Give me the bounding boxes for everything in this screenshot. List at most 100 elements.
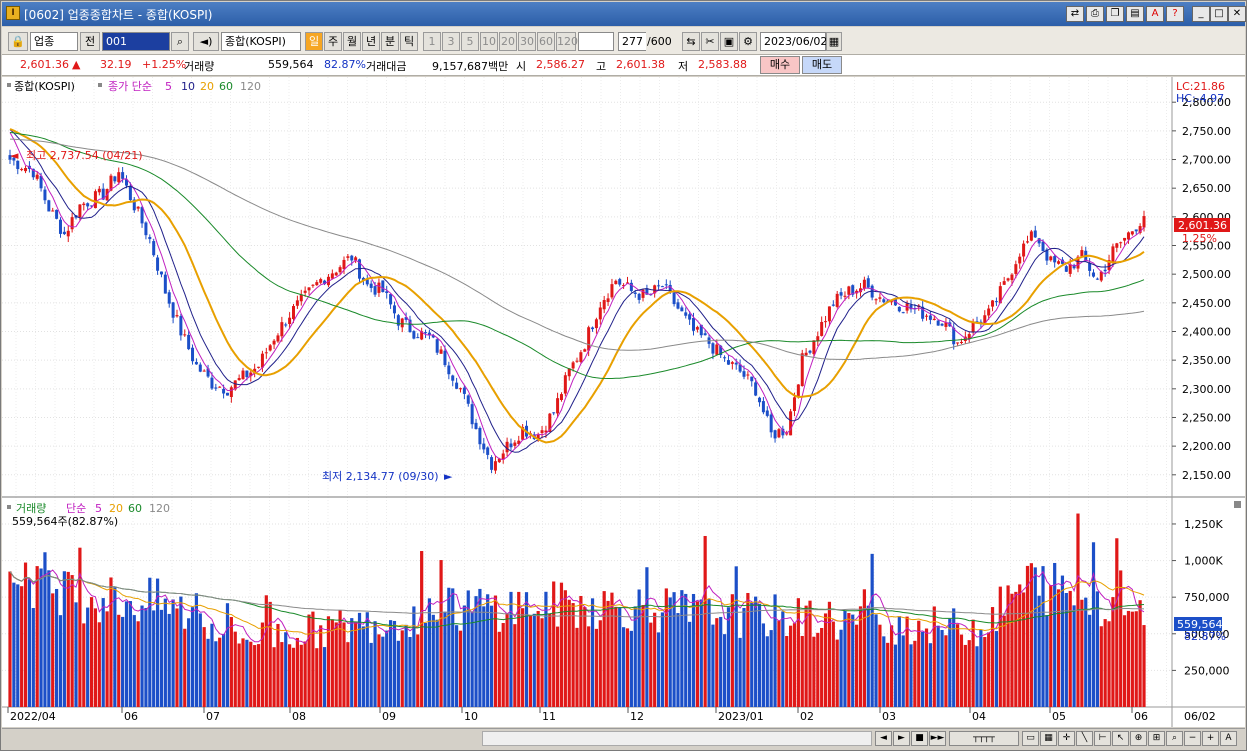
- buy-button[interactable]: 매수: [760, 56, 800, 74]
- prev-data-icon[interactable]: ⇆: [682, 32, 700, 51]
- scope-button[interactable]: 전: [80, 32, 100, 51]
- candle-body: [536, 435, 540, 440]
- speaker-icon[interactable]: ◄): [193, 32, 219, 51]
- code-input[interactable]: 001: [102, 32, 170, 51]
- interval-1[interactable]: 1: [423, 32, 441, 51]
- volume-bar: [1103, 619, 1107, 707]
- cursor-icon[interactable]: ↖: [1112, 731, 1129, 746]
- volume-bar: [800, 635, 804, 707]
- zoom-in-icon[interactable]: ⊕: [1130, 731, 1147, 746]
- volume-bar: [928, 643, 933, 707]
- play-back-icon[interactable]: ◄: [875, 731, 892, 746]
- period-year[interactable]: 년: [362, 32, 380, 51]
- count-input[interactable]: 277: [618, 32, 646, 51]
- volume-bar: [466, 590, 470, 707]
- zoom-out-icon[interactable]: −: [1184, 731, 1201, 746]
- search-icon[interactable]: ⌕: [171, 32, 189, 51]
- high-value: 2,601.38: [616, 58, 665, 71]
- speed-slider[interactable]: ┬┬┬┬: [949, 731, 1019, 746]
- interval-120[interactable]: 120: [556, 32, 578, 51]
- interval-10[interactable]: 10: [480, 32, 498, 51]
- interval-3[interactable]: 3: [442, 32, 460, 51]
- chart-svg[interactable]: 2,150.00 2,200.00 2,250.00 2,300.00 2,350.00…: [2, 77, 1245, 727]
- close-icon[interactable]: ✕: [1228, 6, 1246, 22]
- candle-body: [93, 191, 97, 209]
- stop-icon[interactable]: ■: [911, 731, 928, 746]
- volume-bar: [680, 590, 684, 707]
- volume-bar: [365, 612, 369, 707]
- font-size-icon[interactable]: A: [1220, 731, 1237, 746]
- line-tool-icon[interactable]: ╲: [1076, 731, 1093, 746]
- volume-bar: [765, 636, 769, 707]
- volume-bar: [804, 605, 808, 707]
- help-icon[interactable]: ?: [1166, 6, 1184, 22]
- maximize-icon[interactable]: □: [1210, 6, 1228, 22]
- volume-value: 559,564: [268, 58, 314, 71]
- settings-icon[interactable]: ⚙: [739, 32, 757, 51]
- copy-icon[interactable]: ❐: [1106, 6, 1124, 22]
- interval-60[interactable]: 60: [537, 32, 555, 51]
- candle-body: [680, 307, 684, 312]
- candle-body: [299, 294, 303, 302]
- period-minute[interactable]: 분: [381, 32, 399, 51]
- search-zoom-icon[interactable]: ⌕: [1166, 731, 1183, 746]
- category-select[interactable]: 업종: [30, 32, 78, 51]
- zoom-plus-icon[interactable]: +: [1202, 731, 1219, 746]
- crosshair-icon[interactable]: ✛: [1058, 731, 1075, 746]
- period-week[interactable]: 주: [324, 32, 342, 51]
- minimize-icon[interactable]: _: [1192, 6, 1210, 22]
- time-scrollbar[interactable]: [482, 731, 872, 746]
- y-tick-label: 2,200.00: [1182, 440, 1231, 453]
- fast-forward-icon[interactable]: ►►: [929, 731, 946, 746]
- candle-body: [307, 287, 311, 291]
- interval-custom-input[interactable]: [578, 32, 614, 51]
- alert-icon[interactable]: A: [1146, 6, 1164, 22]
- x-tick-label: 10: [464, 710, 478, 723]
- title-bar[interactable]: I [0602] 업종종합차트 - 종합(KOSPI) ⇄ ⎙ ❐ ▤ A ? …: [2, 2, 1246, 26]
- candle-body: [55, 209, 59, 219]
- tool-icon[interactable]: ✂: [701, 32, 719, 51]
- volume-bar: [74, 602, 78, 707]
- volume-bar: [746, 592, 750, 707]
- ruler-icon[interactable]: ⊢: [1094, 731, 1111, 746]
- print-icon[interactable]: ⎙: [1086, 6, 1104, 22]
- candle-body: [1053, 256, 1057, 263]
- period-day[interactable]: 일: [305, 32, 323, 51]
- sell-button[interactable]: 매도: [802, 56, 842, 74]
- volume-bar: [190, 607, 195, 707]
- volume-bar: [544, 591, 548, 707]
- volume-bar: [369, 642, 373, 707]
- save-icon[interactable]: ▣: [720, 32, 738, 51]
- volume-bar: [431, 614, 435, 707]
- volume-bar: [187, 618, 191, 707]
- candle-body: [16, 160, 20, 170]
- candle-body: [808, 350, 812, 353]
- volume-bar: [536, 611, 540, 707]
- zoom-fit-icon[interactable]: ▭: [1022, 731, 1039, 746]
- measure-icon[interactable]: ⊞: [1148, 731, 1165, 746]
- volume-label: 거래량: [184, 60, 215, 73]
- volume-bar: [792, 623, 797, 707]
- volume-bar: [412, 606, 416, 707]
- link-icon[interactable]: ⇄: [1066, 6, 1084, 22]
- grid-icon[interactable]: ▦: [1040, 731, 1057, 746]
- calendar-icon[interactable]: ▦: [826, 32, 842, 51]
- volume-legend-ma5: 5: [95, 502, 102, 515]
- interval-5[interactable]: 5: [461, 32, 479, 51]
- period-tick[interactable]: 틱: [400, 32, 418, 51]
- interval-30[interactable]: 30: [518, 32, 536, 51]
- layout-icon[interactable]: ▤: [1126, 6, 1144, 22]
- candle-body: [1115, 243, 1119, 248]
- volume-bar: [967, 640, 971, 707]
- volume-bar: [555, 626, 560, 707]
- chart-area[interactable]: 2,150.00 2,200.00 2,250.00 2,300.00 2,350.00…: [2, 77, 1245, 727]
- lock-icon[interactable]: 🔒: [8, 32, 28, 51]
- period-month[interactable]: 월: [343, 32, 361, 51]
- volume-bar: [754, 596, 758, 707]
- interval-20[interactable]: 20: [499, 32, 517, 51]
- play-icon[interactable]: ►: [893, 731, 910, 746]
- date-input[interactable]: 2023/06/02: [760, 32, 827, 51]
- volume-bar: [940, 629, 944, 707]
- candle-body: [253, 368, 257, 374]
